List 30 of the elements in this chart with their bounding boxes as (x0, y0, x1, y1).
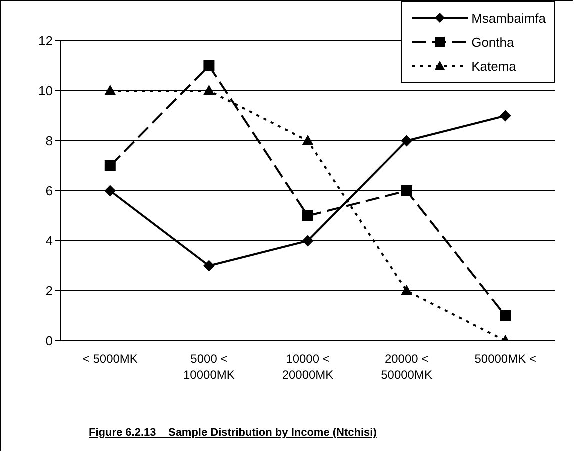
point (104, 86, 116, 96)
y-tick-label: 4 (46, 234, 53, 249)
x-tick-label: 50000MK < (474, 352, 536, 366)
x-tick-label: 20000 < 50000MK (381, 352, 432, 382)
y-tick-label: 2 (46, 284, 53, 299)
point (302, 136, 314, 146)
legend-label: Katema (472, 58, 516, 74)
x-tick-label: 5000 < 10000MK (184, 352, 235, 382)
legend-label: Msambaimfa (472, 10, 546, 26)
point (401, 136, 412, 146)
point (204, 86, 215, 96)
x-tick-label: 10000 < 20000MK (282, 352, 334, 382)
y-tick-label: 0 (46, 334, 53, 349)
point (204, 60, 215, 72)
x-tick-label: < 5000MK (82, 352, 138, 366)
text: Figure 6.2.13 Sample Distribution by Income (Ntchisi) (89, 427, 377, 439)
point (302, 210, 314, 222)
legend-label: Gontha (472, 34, 514, 50)
point (104, 186, 116, 196)
point (302, 236, 314, 246)
point (401, 286, 412, 296)
point (500, 110, 512, 122)
point (500, 310, 512, 322)
y-tick-label: 6 (46, 184, 53, 199)
point (204, 260, 215, 272)
y-tick-label: 12 (38, 34, 53, 49)
point (401, 186, 412, 196)
y-tick-label: 8 (46, 134, 53, 149)
point (104, 160, 116, 172)
y-tick-label: 10 (38, 84, 53, 99)
